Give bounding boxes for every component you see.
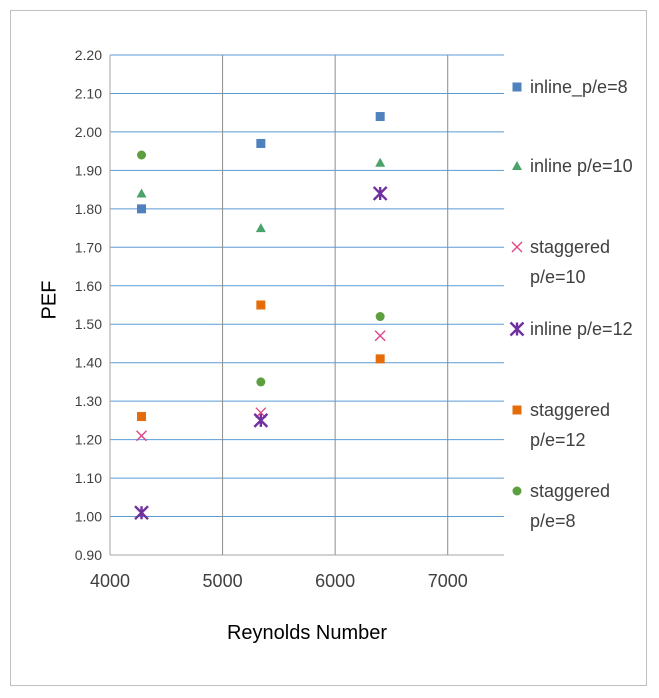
y-tick-label: 1.50 [75, 316, 102, 332]
data-point-series-4 [375, 354, 385, 364]
y-tick-label: 1.60 [75, 278, 102, 294]
data-point-series-1 [255, 223, 266, 233]
y-tick-label: 1.80 [75, 201, 102, 217]
y-tick-label: 1.20 [75, 432, 102, 448]
data-point-series-4 [256, 300, 266, 310]
x-tick-label: 6000 [315, 571, 355, 591]
y-tick-label: 0.90 [75, 547, 102, 563]
legend-label: staggered [530, 400, 610, 420]
legend-label: p/e=10 [530, 267, 586, 287]
legend-label: p/e=8 [530, 511, 576, 531]
y-tick-label: 1.00 [75, 509, 102, 525]
x-tick-label: 5000 [203, 571, 243, 591]
data-point-series-3 [372, 186, 388, 201]
y-tick-label: 2.20 [75, 47, 102, 63]
y-tick-label: 2.10 [75, 85, 102, 101]
data-point-series-5 [256, 377, 266, 387]
data-point-series-0 [375, 112, 385, 122]
x-tick-label: 7000 [428, 571, 468, 591]
legend-marker-1 [512, 161, 522, 170]
legend-marker-5 [512, 486, 522, 496]
y-tick-label: 2.00 [75, 124, 102, 140]
data-point-series-0 [137, 204, 147, 214]
grid-lines [109, 54, 504, 556]
data-point-series-4 [137, 412, 147, 422]
legend-marker-0 [512, 82, 522, 92]
x-tick-label: 4000 [90, 571, 130, 591]
data-point-series-2 [374, 330, 386, 342]
x-tick-labels: 4000 5000 6000 7000 [90, 571, 468, 591]
data-point-series-5 [375, 312, 385, 322]
data-markers [134, 112, 388, 521]
data-point-series-5 [137, 150, 147, 160]
legend-label: p/e=12 [530, 430, 586, 450]
data-point-series-2 [136, 430, 148, 442]
y-axis-title: PEF [38, 281, 60, 320]
data-point-series-1 [136, 188, 147, 198]
data-point-series-1 [375, 157, 386, 167]
y-tick-label: 1.40 [75, 355, 102, 371]
y-tick-label: 1.10 [75, 470, 102, 486]
legend-marker-4 [512, 405, 522, 415]
data-point-series-0 [256, 138, 266, 148]
legend-label: staggered [530, 481, 610, 501]
y-tick-labels: 0.90 1.00 1.10 1.20 1.30 1.40 1.50 1.60 1.70 1.80… [75, 47, 102, 563]
legend-marker-3 [509, 321, 525, 337]
x-axis-title: Reynolds Number [227, 622, 387, 644]
data-point-series-3 [134, 505, 149, 521]
legend-label: inline p/e=12 [530, 319, 633, 339]
y-tick-label: 1.90 [75, 162, 102, 178]
chart-frame [10, 10, 647, 686]
data-point-series-3 [253, 413, 269, 428]
y-tick-label: 1.70 [75, 239, 102, 255]
y-tick-label: 1.30 [75, 393, 102, 409]
legend-marker-2 [511, 241, 523, 253]
legend-label: staggered [530, 237, 610, 257]
legend-label: inline p/e=10 [530, 156, 633, 176]
legend-label: inline_p/e=8 [530, 77, 628, 98]
